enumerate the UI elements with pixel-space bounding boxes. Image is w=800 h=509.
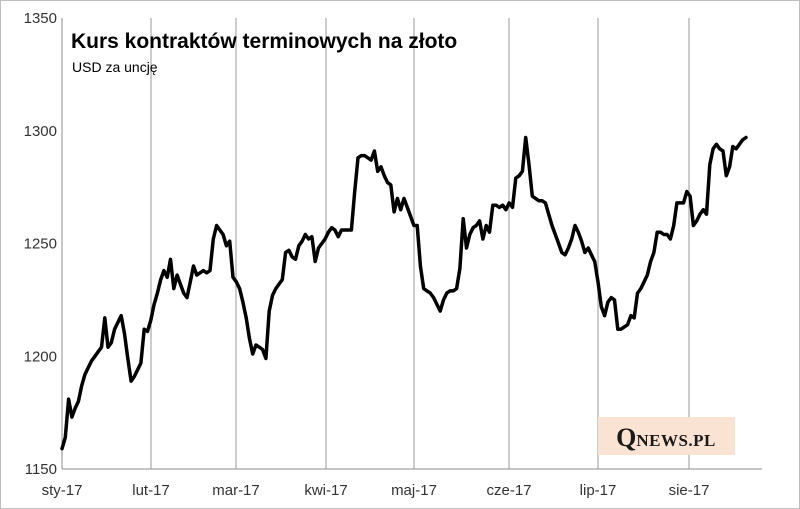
qnews-logo: QNEWS.PL <box>598 417 735 455</box>
x-tick-label: sie-17 <box>669 482 710 499</box>
y-tick-label: 1150 <box>25 461 57 478</box>
y-axis: 1350 1300 1250 1200 1150 <box>24 10 57 478</box>
x-tick-label: sty-17 <box>42 482 83 499</box>
x-tick-label: kwi-17 <box>304 482 347 499</box>
chart-subtitle: USD za uncję <box>72 59 158 75</box>
x-tick-label: mar-17 <box>212 482 260 499</box>
y-tick-label: 1350 <box>24 10 57 27</box>
x-tick-label: maj-17 <box>391 482 437 499</box>
logo-text: QNEWS.PL <box>616 423 716 452</box>
grid-layer <box>61 18 762 470</box>
y-tick-label: 1200 <box>24 348 57 365</box>
series-layer <box>60 135 748 451</box>
x-tick-label: lut-17 <box>132 482 170 499</box>
logo-initial: Q <box>616 423 636 452</box>
y-tick-label: 1300 <box>24 123 57 140</box>
chart-title: Kurs kontraktów terminowych na złoto <box>71 30 457 53</box>
x-tick-label: lip-17 <box>580 482 617 499</box>
x-axis: sty-17 lut-17 mar-17 kwi-17 maj-17 cze-17 lip-… <box>42 482 710 499</box>
y-tick-label: 1250 <box>24 236 57 253</box>
x-tick-label: cze-17 <box>486 482 531 499</box>
series-line <box>60 135 748 451</box>
logo-rest: NEWS.PL <box>636 431 716 450</box>
logo-background <box>598 417 735 455</box>
